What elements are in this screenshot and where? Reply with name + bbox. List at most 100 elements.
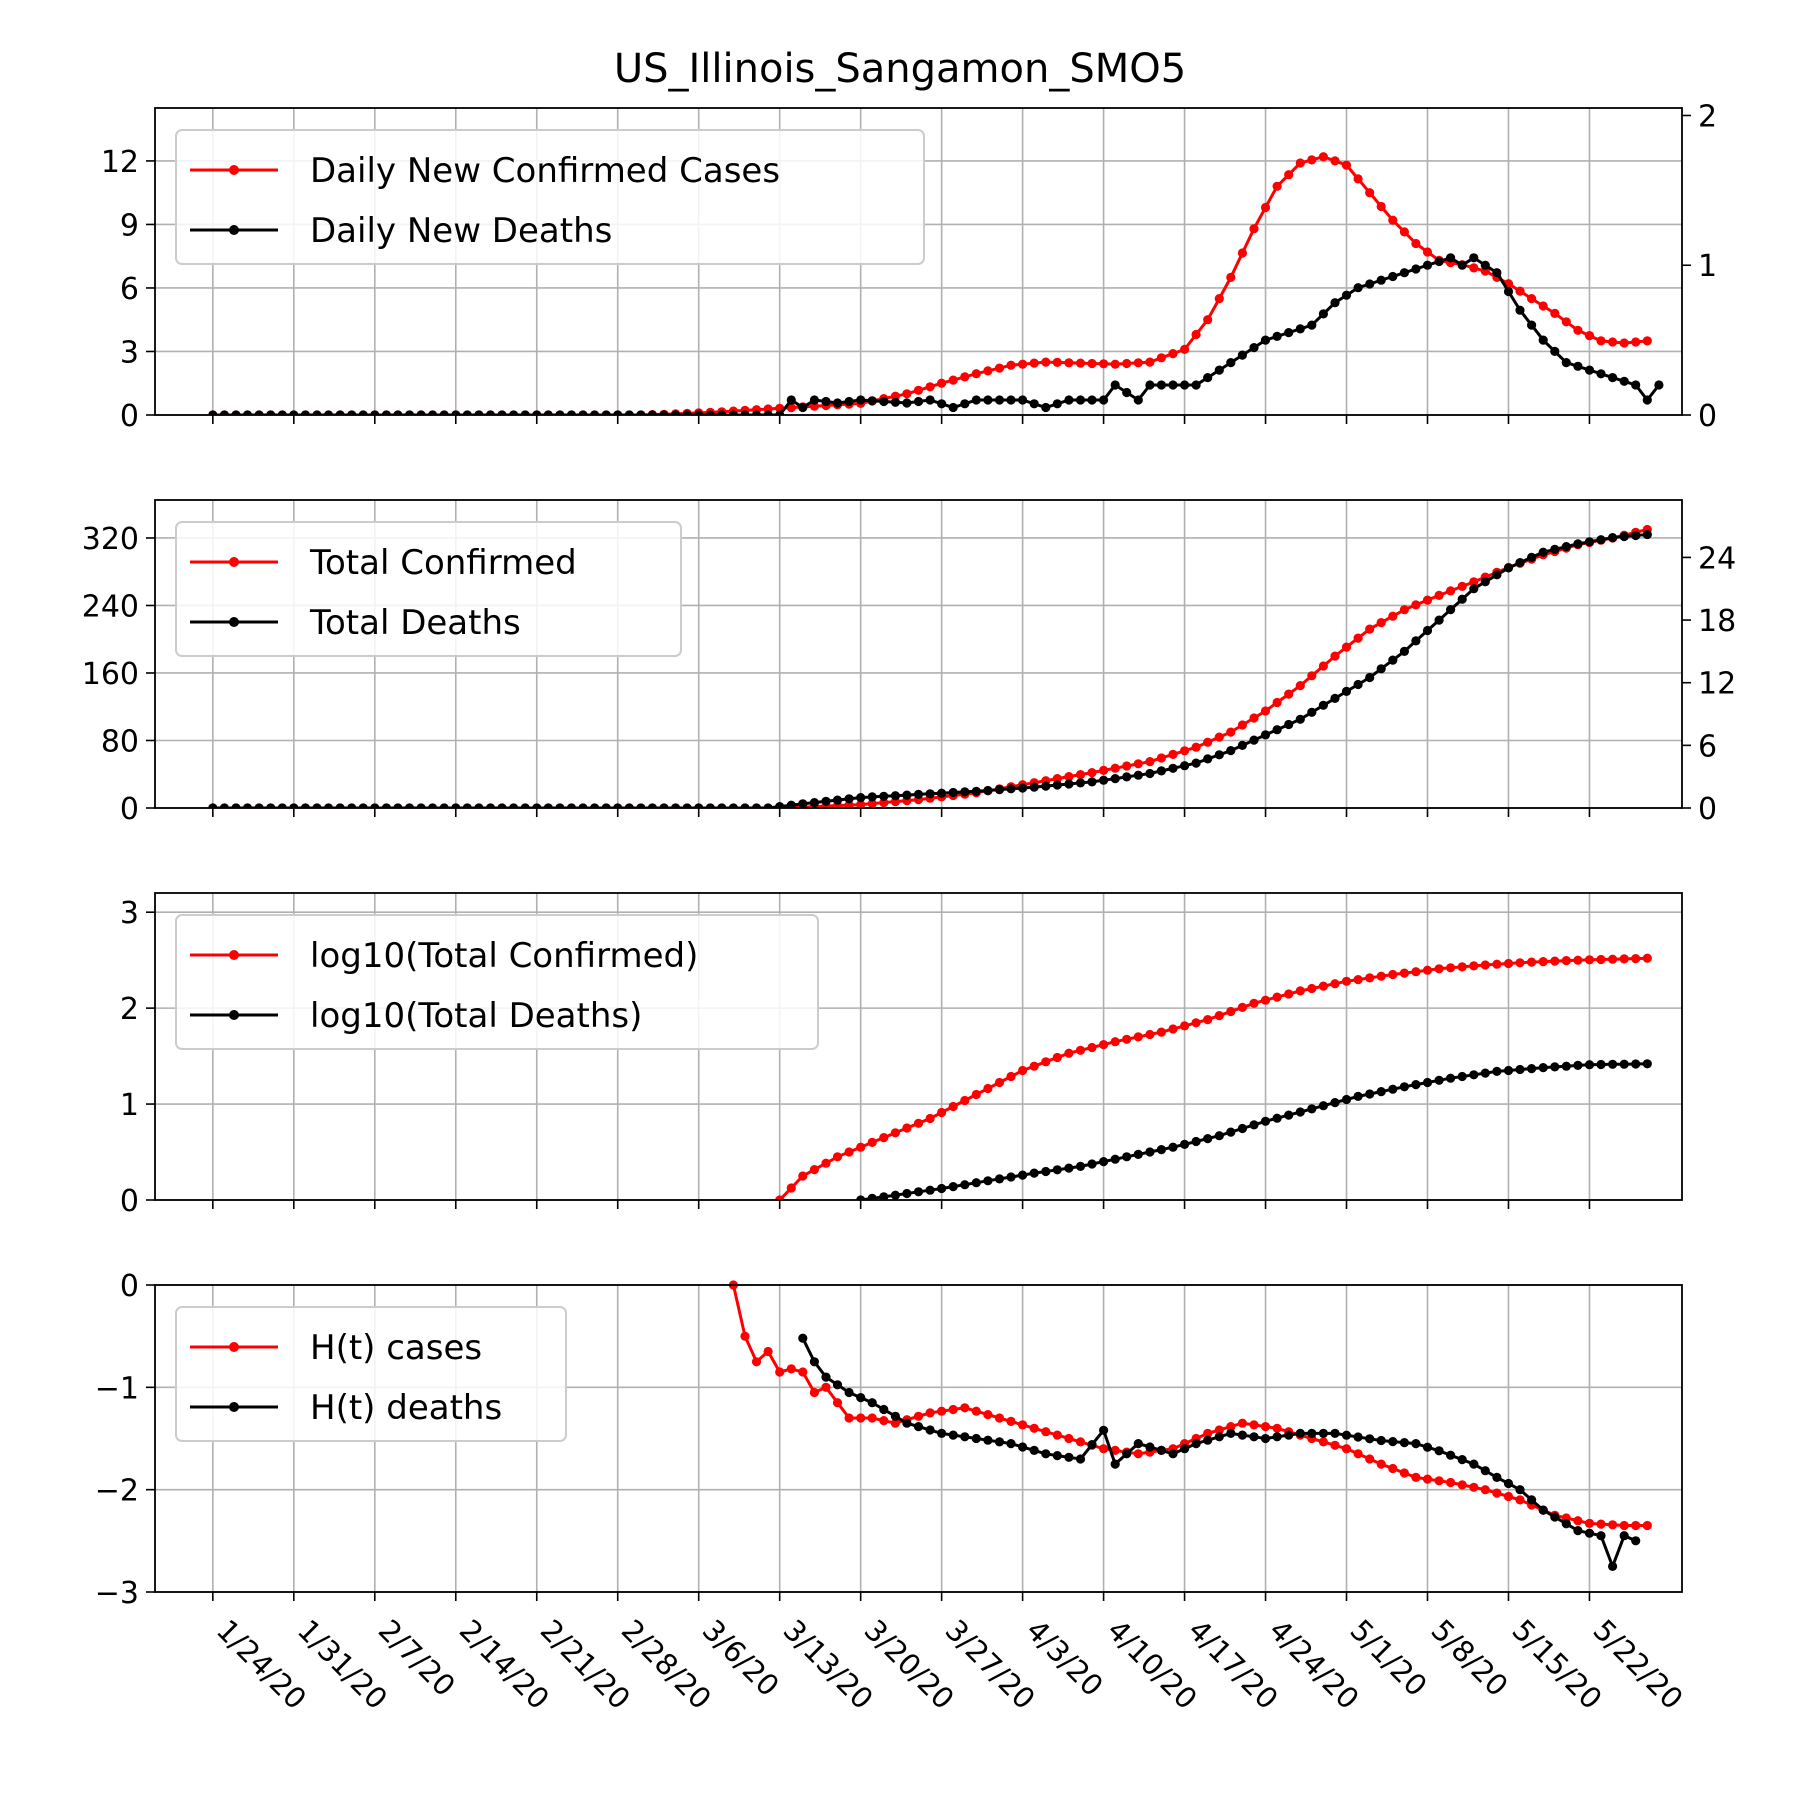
legend-label: Total Confirmed: [309, 543, 577, 583]
series-point-daily-new-deaths: [1631, 380, 1641, 390]
series-point-h-t-cases: [1608, 1520, 1618, 1530]
series-point-total-confirmed: [1180, 746, 1190, 756]
series-point-total-confirmed: [1353, 633, 1363, 643]
series-point-log10-total-deaths: [902, 1188, 912, 1199]
series-point-h-t-deaths: [948, 1430, 958, 1440]
series-point-h-t-cases: [740, 1331, 750, 1341]
series-point-h-t-deaths: [856, 1393, 866, 1403]
series-point-total-deaths: [983, 785, 993, 796]
series-point-log10-total-confirmed: [1214, 1011, 1224, 1021]
series-point-total-confirmed: [1399, 605, 1409, 615]
series-point-total-confirmed: [1284, 689, 1294, 699]
series-point-h-t-cases: [1318, 1437, 1328, 1447]
series-point-daily-new-deaths: [1399, 268, 1409, 278]
series-point-total-deaths: [1434, 615, 1444, 625]
series-point-daily-new-deaths: [474, 410, 484, 415]
legend-box: [175, 521, 682, 657]
series-point-h-t-deaths: [1422, 1442, 1433, 1452]
series-point-daily-new-deaths: [890, 397, 901, 407]
series-group: [728, 1280, 1652, 1571]
series-point-log10-total-confirmed: [1064, 1048, 1074, 1058]
series-point-daily-new-deaths: [1029, 399, 1039, 409]
series-point-total-deaths: [763, 803, 773, 808]
series-point-log10-total-deaths: [1318, 1101, 1328, 1111]
series-point-h-t-deaths: [1041, 1449, 1051, 1459]
series-point-log10-total-confirmed: [786, 1183, 796, 1193]
series-point-daily-new-deaths: [1168, 380, 1178, 390]
series-point-log10-total-confirmed: [1272, 992, 1282, 1002]
series-point-log10-total-confirmed: [902, 1123, 912, 1133]
series-point-daily-new-confirmed-cases: [1029, 358, 1039, 368]
series-point-total-deaths: [323, 803, 334, 808]
series-point-log10-total-confirmed: [1550, 956, 1560, 966]
series-point-total-deaths: [856, 793, 866, 803]
y-tick-label: 2: [120, 992, 139, 1027]
series-point-daily-new-deaths: [1041, 402, 1051, 413]
series-point-total-deaths: [751, 803, 762, 808]
series-point-daily-new-deaths: [786, 395, 796, 405]
series-point-daily-new-confirmed-cases: [1538, 301, 1548, 311]
series-point-h-t-deaths: [821, 1372, 831, 1382]
series-point-log10-total-confirmed: [1376, 971, 1386, 981]
series-point-total-deaths: [1018, 783, 1028, 793]
series-point-daily-new-confirmed-cases: [983, 366, 993, 376]
axes-frame: [154, 892, 1683, 1201]
series-point-daily-new-confirmed-cases: [1596, 336, 1606, 346]
series-point-total-deaths: [277, 803, 287, 808]
series-point-h-t-cases: [1492, 1488, 1502, 1498]
series-point-h-t-deaths: [1330, 1428, 1340, 1438]
series-group: [208, 152, 1664, 415]
series-point-log10-total-deaths: [1145, 1147, 1155, 1157]
series-point-h-t-deaths: [1365, 1434, 1375, 1444]
series-point-total-confirmed: [1064, 772, 1074, 782]
series-point-total-deaths: [937, 788, 947, 798]
series-point-h-t-deaths: [925, 1425, 935, 1435]
series-point-daily-new-confirmed-cases: [1330, 156, 1340, 166]
series-point-daily-new-deaths: [1550, 346, 1560, 356]
series-point-total-confirmed: [1341, 642, 1352, 652]
series-point-total-confirmed: [856, 800, 866, 808]
series-point-daily-new-deaths: [428, 410, 438, 415]
series-point-log10-total-confirmed: [1099, 1040, 1109, 1050]
series-point-daily-new-deaths: [1237, 350, 1247, 360]
series-point-log10-total-confirmed: [1295, 986, 1305, 996]
right-y-tick-label: 2: [1698, 99, 1717, 134]
series-point-daily-new-deaths: [219, 410, 229, 415]
series-point-total-confirmed: [1446, 586, 1456, 596]
series-point-h-t-deaths: [1226, 1428, 1236, 1438]
series-point-total-deaths: [1099, 775, 1109, 785]
series-point-daily-new-deaths: [300, 410, 310, 415]
series-point-h-t-deaths: [937, 1428, 947, 1438]
series-point-daily-new-confirmed-cases: [1168, 349, 1178, 359]
series-point-daily-new-deaths: [1052, 399, 1062, 409]
series-point-h-t-cases: [763, 1346, 773, 1357]
series-point-log10-total-confirmed: [1561, 956, 1571, 966]
series-point-log10-total-confirmed: [1353, 975, 1363, 985]
series-point-daily-new-deaths: [543, 410, 553, 415]
series-point-log10-total-deaths: [1642, 1059, 1652, 1069]
series-point-log10-total-deaths: [1330, 1098, 1340, 1108]
series-point-daily-new-deaths: [1295, 324, 1305, 334]
series-point-h-t-cases: [751, 1357, 762, 1367]
series-point-log10-total-confirmed: [1041, 1057, 1051, 1067]
y-tick-label: 240: [82, 589, 139, 624]
series-point-log10-total-deaths: [925, 1185, 935, 1195]
series-point-h-t-deaths: [798, 1333, 808, 1343]
series-point-h-t-deaths: [1133, 1439, 1143, 1449]
series-point-h-t-cases: [1365, 1454, 1375, 1464]
series-point-h-t-cases: [1584, 1518, 1595, 1528]
series-point-daily-new-confirmed-cases: [1295, 158, 1305, 168]
series-point-daily-new-deaths: [1226, 358, 1236, 368]
series-point-total-deaths: [1226, 746, 1236, 756]
legend-box: [175, 129, 925, 265]
series-group: [775, 953, 1652, 1200]
series-point-log10-total-deaths: [1376, 1087, 1386, 1097]
series-point-h-t-deaths: [1515, 1485, 1525, 1495]
series-point-h-t-deaths: [1064, 1452, 1074, 1462]
series-point-daily-new-deaths: [1584, 365, 1595, 375]
series-point-total-deaths: [925, 789, 935, 799]
series-point-total-confirmed: [1203, 737, 1213, 747]
series-point-total-deaths: [266, 803, 276, 808]
y-tick-label: 3: [120, 896, 139, 931]
series-point-total-confirmed: [1411, 600, 1421, 610]
